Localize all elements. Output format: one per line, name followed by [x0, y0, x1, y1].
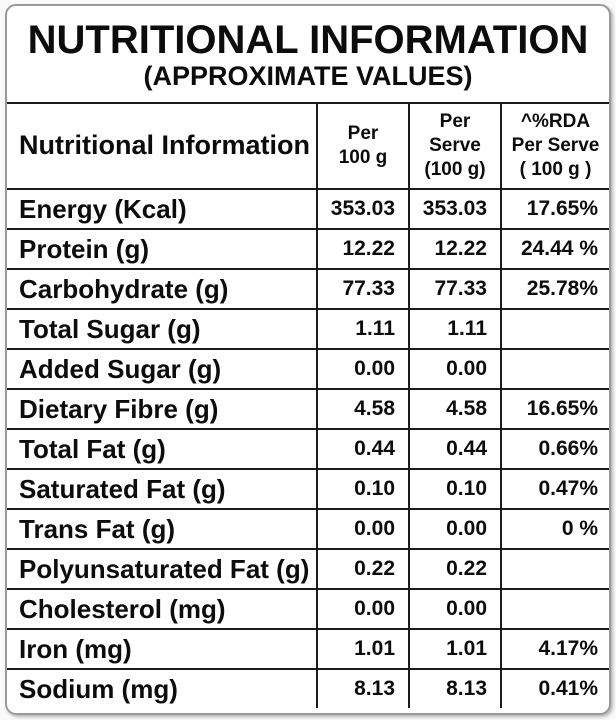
nutrition-table: Nutritional Information Per 100 g Per Se… — [7, 104, 609, 708]
header-line: ^%RDA — [520, 111, 591, 133]
row-label: Added Sugar (g) — [7, 349, 318, 390]
header-rda-per-serve: ^%RDA Per Serve ( 100 g ) — [501, 104, 609, 190]
value-per-100g: 0.00 — [317, 509, 410, 550]
table-row: Total Sugar (g) 1.11 1.11 — [7, 309, 609, 350]
value-per-serve: 4.58 — [409, 389, 502, 430]
value-rda-per-serve — [501, 349, 609, 390]
row-label: Protein (g) — [7, 229, 318, 270]
value-per-100g: 0.00 — [317, 589, 410, 630]
value-per-serve: 1.11 — [409, 309, 502, 350]
value-rda-per-serve: 17.65% — [501, 189, 609, 230]
row-label: Polyunsaturated Fat (g) — [7, 549, 318, 590]
value-per-100g: 1.01 — [317, 629, 410, 670]
nutrition-label-card: NUTRITIONAL INFORMATION (APPROXIMATE VAL… — [5, 4, 611, 715]
value-rda-per-serve: 0 % — [501, 509, 609, 550]
value-per-100g: 0.00 — [317, 349, 410, 390]
value-rda-per-serve — [501, 549, 609, 590]
header-line: ( 100 g ) — [519, 158, 592, 180]
value-per-serve: 0.00 — [409, 509, 502, 550]
value-per-serve: 77.33 — [409, 269, 502, 310]
table-row: Iron (mg) 1.01 1.01 4.17% — [7, 629, 609, 670]
value-per-100g: 8.13 — [317, 669, 410, 708]
value-rda-per-serve: 0.41% — [538, 677, 598, 700]
header-line: Per — [347, 123, 379, 145]
value-per-serve: 0.10 — [409, 469, 502, 510]
value-per-serve: 0.44 — [409, 429, 502, 470]
value-per-serve: 1.01 — [409, 629, 502, 670]
header-per-serve: Per Serve (100 g) — [409, 104, 502, 190]
value-per-100g: 353.03 — [317, 189, 410, 230]
row-label: Trans Fat (g) — [7, 509, 318, 550]
header-line: Per — [439, 111, 471, 133]
row-label: Iron (mg) — [7, 629, 318, 670]
value-rda-per-serve: 16.65% — [501, 389, 609, 430]
header-per-100g: Per 100 g — [317, 104, 410, 190]
row-label: Saturated Fat (g) — [7, 469, 318, 510]
title-block: NUTRITIONAL INFORMATION (APPROXIMATE VAL… — [7, 6, 609, 104]
row-label: Sodium (mg) — [7, 669, 318, 708]
value-per-100g: 0.44 — [317, 429, 410, 470]
value-per-100g: 77.33 — [317, 269, 410, 310]
value-rda-per-serve — [501, 589, 609, 630]
table-row: Polyunsaturated Fat (g) 0.22 0.22 — [7, 549, 609, 590]
value-per-serve: 353.03 — [409, 189, 502, 230]
value-per-100g: 0.22 — [317, 549, 410, 590]
table-row: Protein (g) 12.22 12.22 24.44 % — [7, 229, 609, 270]
value-per-serve: 0.22 — [409, 549, 502, 590]
header-line: 100 g — [338, 147, 388, 168]
row-label: Total Sugar (g) — [7, 309, 318, 350]
value-rda-per-serve — [501, 309, 609, 350]
table-row: Trans Fat (g) 0.00 0.00 0 % — [7, 509, 609, 550]
table-row: Dietary Fibre (g) 4.58 4.58 16.65% — [7, 389, 609, 430]
value-rda-per-serve: 0.47% — [501, 469, 609, 510]
value-per-100g: 4.58 — [317, 389, 410, 430]
table-row: Carbohydrate (g) 77.33 77.33 25.78% — [7, 269, 609, 310]
header-line: (100 g) — [424, 158, 486, 180]
table-row: Added Sugar (g) 0.00 0.00 — [7, 349, 609, 390]
page-title: NUTRITIONAL INFORMATION — [27, 18, 589, 62]
value-per-100g: 12.22 — [317, 229, 410, 270]
value-rda-per-serve: 0.66% — [501, 429, 609, 470]
row-label: Total Fat (g) — [7, 429, 318, 470]
value-per-serve: 0.00 — [409, 349, 502, 390]
value-per-100g: 0.10 — [317, 469, 410, 510]
value-per-100g: 1.11 — [317, 309, 410, 350]
row-label: Dietary Fibre (g) — [7, 389, 318, 430]
value-rda-per-serve: 25.78% — [501, 269, 609, 310]
value-rda-per-serve: 4.17% — [501, 629, 609, 670]
header-line: Per Serve — [511, 135, 600, 157]
row-label: Cholesterol (mg) — [7, 589, 318, 630]
value-per-serve: 0.00 — [409, 589, 502, 630]
table-row: Cholesterol (mg) 0.00 0.00 — [7, 589, 609, 630]
table-header-row: Nutritional Information Per 100 g Per Se… — [7, 104, 609, 190]
page-subtitle: (APPROXIMATE VALUES) — [143, 61, 473, 91]
value-per-serve: 8.13 — [409, 669, 502, 708]
value-rda-per-serve: 24.44 % — [501, 229, 609, 270]
table-row: Sodium (mg) 8.13 8.13 0.41% — [7, 669, 609, 708]
value-per-serve: 12.22 — [409, 229, 502, 270]
header-line: Serve — [429, 135, 481, 157]
header-nutritional-information: Nutritional Information — [7, 104, 318, 190]
table-row: Energy (Kcal) 353.03 353.03 17.65% — [7, 189, 609, 230]
table-row: Saturated Fat (g) 0.10 0.10 0.47% — [7, 469, 609, 510]
row-label: Energy (Kcal) — [7, 189, 318, 230]
row-label: Carbohydrate (g) — [7, 269, 318, 310]
table-row: Total Fat (g) 0.44 0.44 0.66% — [7, 429, 609, 470]
